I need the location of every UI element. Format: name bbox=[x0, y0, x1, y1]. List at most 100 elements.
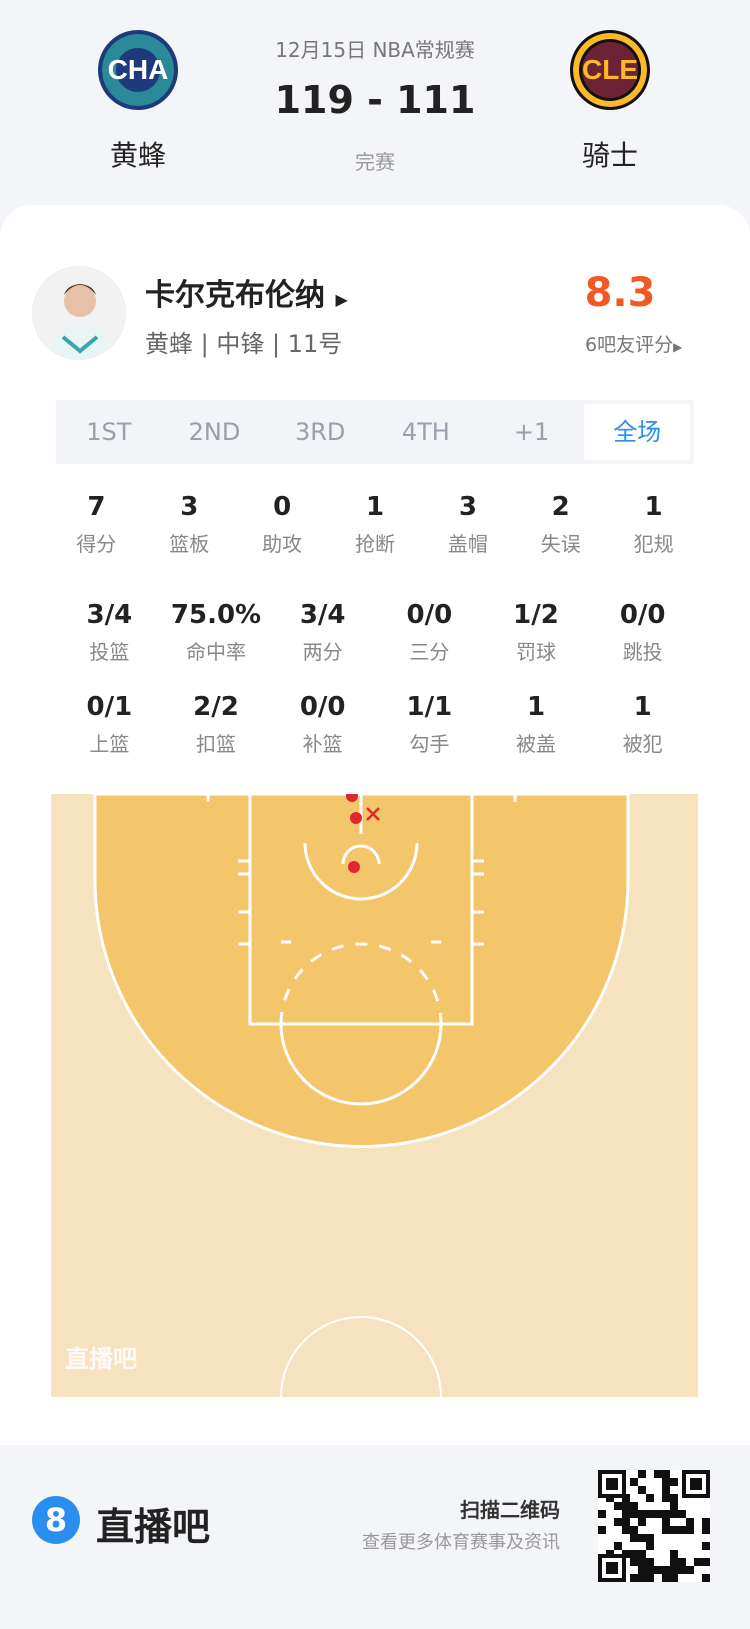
stat-item: 1/2 罚球 bbox=[483, 600, 590, 665]
cha-abbr: CHA bbox=[107, 54, 169, 85]
stat-value: 1 bbox=[365, 492, 385, 522]
court-svg bbox=[51, 789, 698, 1478]
stat-item: 3/4 两分 bbox=[269, 600, 376, 665]
player-avatar[interactable] bbox=[32, 266, 126, 360]
tab-4th[interactable]: 4TH bbox=[401, 418, 450, 446]
free-throw-circle-upper bbox=[279, 942, 443, 1025]
stat-value: 0/0 bbox=[619, 600, 666, 630]
stat-value: 1 bbox=[633, 692, 652, 722]
rim-arc bbox=[341, 844, 381, 865]
lane-hash-marks bbox=[238, 859, 484, 946]
stat-item: 1 被犯 bbox=[589, 692, 696, 757]
game-score: 119 - 111 bbox=[274, 78, 476, 122]
caret-right-icon: ▶ bbox=[673, 340, 683, 354]
stat-value: 0 bbox=[273, 492, 292, 522]
stat-item: 3 篮板 bbox=[143, 492, 236, 557]
stat-label: 勾手 bbox=[409, 732, 450, 756]
home-team-name[interactable]: 黄蜂 bbox=[109, 139, 166, 172]
stat-label: 篮板 bbox=[169, 532, 210, 556]
stat-value: 2/2 bbox=[193, 692, 239, 722]
stat-item: 2/2 扣篮 bbox=[163, 692, 270, 757]
stat-item: 75.0% 命中率 bbox=[163, 600, 270, 665]
player-name-link[interactable]: 卡尔克布伦纳 ▶ bbox=[145, 270, 348, 314]
stat-item: 7 得分 bbox=[50, 492, 143, 557]
stat-item: 0 助攻 bbox=[236, 492, 329, 557]
qr-code[interactable] bbox=[598, 1470, 710, 1582]
caret-right-icon: ▶ bbox=[335, 290, 348, 309]
period-tabs: 1ST 2ND 3RD 4TH +1 全场 bbox=[56, 400, 694, 464]
game-date-league: 12月15日 NBA常规赛 bbox=[275, 38, 475, 62]
stat-value: 0/1 bbox=[86, 692, 133, 722]
stat-item: 1 被盖 bbox=[483, 692, 590, 757]
scan-qr-text: 扫描二维码 bbox=[460, 1498, 560, 1522]
stat-label: 两分 bbox=[302, 640, 343, 664]
player-name: 卡尔克布伦纳 bbox=[145, 278, 325, 313]
stat-item: 2 失误 bbox=[514, 492, 607, 557]
stat-item: 1/1 勾手 bbox=[376, 692, 483, 757]
stat-item: 1 犯规 bbox=[607, 492, 700, 557]
stat-item: 1 抢断 bbox=[329, 492, 422, 557]
stat-label: 投篮 bbox=[89, 640, 130, 664]
tab-ot[interactable]: +1 bbox=[513, 418, 550, 446]
footer-brand: 直播吧 bbox=[96, 1505, 211, 1549]
stat-label: 抢断 bbox=[355, 532, 395, 556]
stat-value: 75.0% bbox=[170, 600, 262, 630]
tab-1st[interactable]: 1ST bbox=[86, 418, 132, 446]
stat-label: 盖帽 bbox=[447, 532, 488, 556]
stat-label: 被犯 bbox=[622, 732, 663, 756]
made-shot-marker bbox=[350, 812, 362, 824]
restricted-area-arc bbox=[303, 842, 419, 901]
stat-label: 跳投 bbox=[622, 640, 663, 664]
rating-link[interactable]: 6吧友评分▶ bbox=[585, 330, 682, 357]
stat-value: 3/4 bbox=[86, 600, 133, 630]
stat-item: 0/1 上篮 bbox=[56, 692, 163, 757]
game-status: 完赛 bbox=[355, 150, 395, 174]
free-throw-circle-lower bbox=[279, 1023, 443, 1106]
stat-label: 被盖 bbox=[516, 732, 557, 756]
stat-value: 1 bbox=[644, 492, 663, 522]
scan-qr-subtext: 查看更多体育赛事及资讯 bbox=[362, 1532, 560, 1553]
stat-item: 3 盖帽 bbox=[421, 492, 514, 557]
stat-value: 2 bbox=[551, 492, 570, 522]
rating-label: 6吧友评分 bbox=[585, 334, 674, 356]
stat-value: 3/4 bbox=[299, 600, 346, 630]
stat-item: 0/0 补篮 bbox=[269, 692, 376, 757]
tab-3rd[interactable]: 3RD bbox=[294, 418, 346, 446]
player-info: 黄蜂 | 中锋 | 11号 bbox=[145, 330, 343, 358]
shot-chart-court: 直播吧 bbox=[51, 789, 698, 1478]
stats-row: 3/4 投篮 75.0% 命中率 3/4 两分 0/0 三分 1/2 罚球 0/0 跳投 bbox=[56, 600, 696, 665]
stat-value: 1/1 bbox=[406, 692, 453, 722]
stats-row: 0/1 上篮 2/2 扣篮 0/0 补篮 1/1 勾手 1 被盖 1 被犯 bbox=[56, 692, 696, 757]
missed-shot-marker bbox=[366, 807, 380, 821]
stat-item: 0/0 三分 bbox=[376, 600, 483, 665]
stat-value: 0/0 bbox=[406, 600, 453, 630]
cle-abbr: CLE bbox=[582, 54, 638, 85]
three-point-line bbox=[93, 792, 630, 1148]
player-rating: 8.3 bbox=[584, 270, 656, 316]
stat-label: 犯规 bbox=[633, 532, 674, 556]
stat-value: 1/2 bbox=[513, 600, 559, 630]
stat-label: 助攻 bbox=[262, 532, 303, 556]
stat-label: 补篮 bbox=[302, 732, 343, 756]
stat-label: 扣篮 bbox=[196, 732, 236, 756]
stat-label: 命中率 bbox=[186, 640, 246, 664]
stats-row: 7 得分 3 篮板 0 助攻 1 抢断 3 盖帽 2 失误 1 犯规 bbox=[50, 492, 700, 557]
stat-value: 3 bbox=[180, 492, 199, 522]
brand-logo-icon: 8 bbox=[32, 1496, 80, 1544]
cha-team-logo[interactable]: CHA bbox=[98, 30, 178, 110]
stat-value: 3 bbox=[458, 492, 477, 522]
stat-label: 三分 bbox=[409, 640, 450, 664]
stat-value: 0/0 bbox=[299, 692, 346, 722]
away-team-name[interactable]: 骑士 bbox=[581, 139, 638, 172]
stat-label: 上篮 bbox=[89, 732, 130, 756]
stat-value: 1 bbox=[526, 692, 546, 722]
cle-team-logo[interactable]: CLE bbox=[570, 30, 650, 110]
stat-value: 7 bbox=[87, 492, 106, 522]
tab-full-game[interactable]: 全场 bbox=[584, 404, 691, 460]
stat-item: 3/4 投篮 bbox=[56, 600, 163, 665]
stat-label: 得分 bbox=[76, 532, 117, 556]
stat-label: 失误 bbox=[540, 532, 581, 556]
tab-2nd[interactable]: 2ND bbox=[188, 418, 241, 446]
made-shot-marker bbox=[348, 861, 360, 873]
stat-item: 0/0 跳投 bbox=[589, 600, 696, 665]
